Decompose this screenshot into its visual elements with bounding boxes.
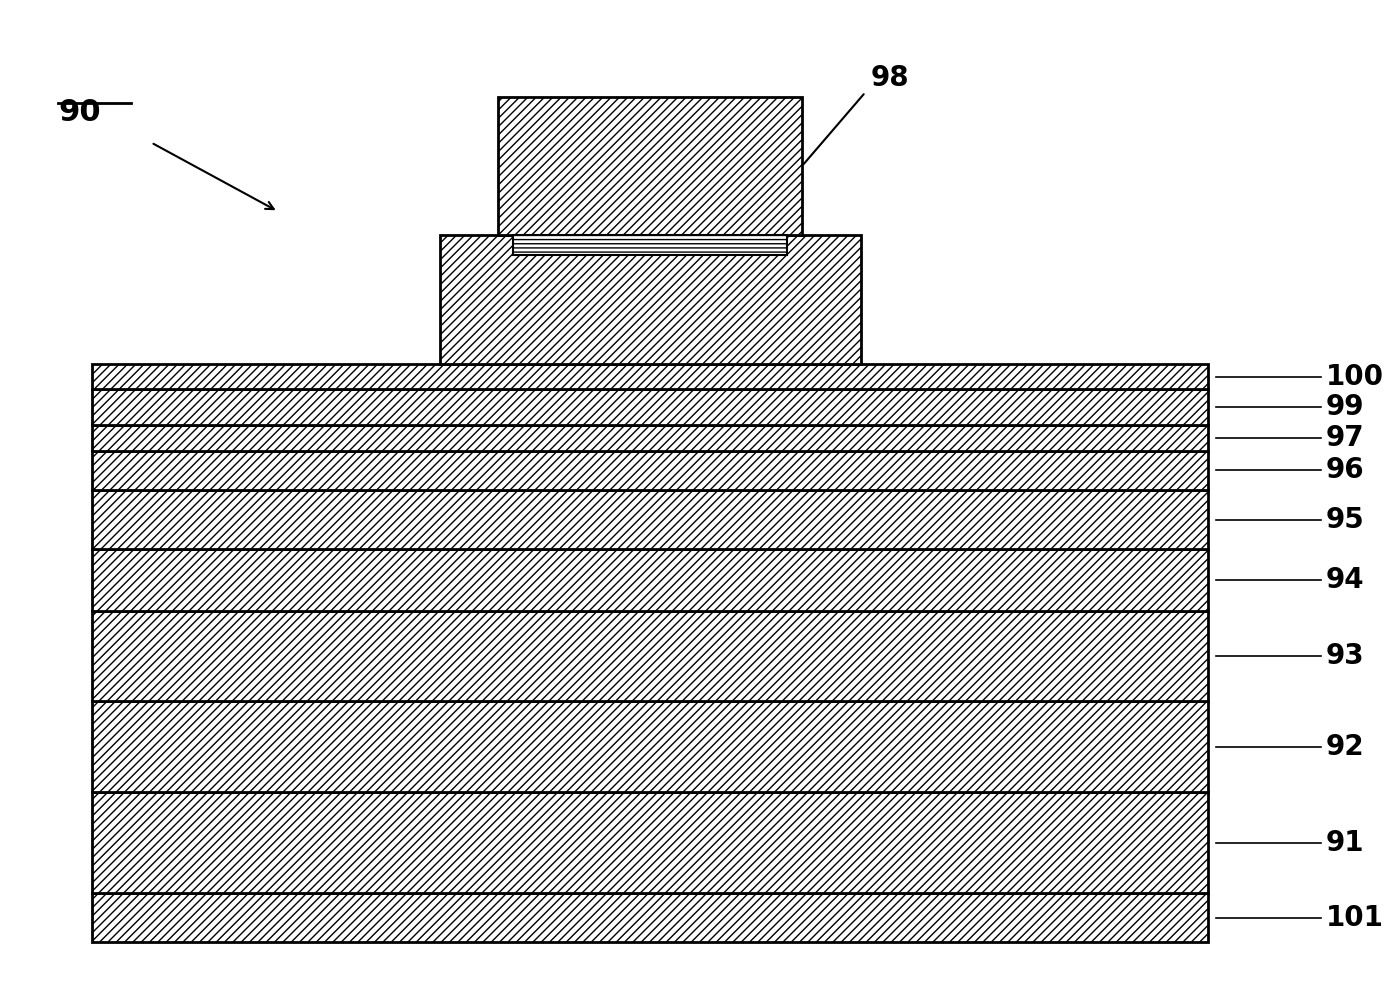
Bar: [92, 893, 1208, 942]
Text: 101: 101: [1325, 903, 1384, 932]
Bar: [92, 701, 1208, 793]
Bar: [440, 235, 861, 364]
Text: 94: 94: [1325, 566, 1364, 594]
Bar: [92, 793, 1208, 893]
Bar: [92, 490, 1208, 550]
Text: 91: 91: [1325, 829, 1364, 857]
Text: 100: 100: [1325, 363, 1384, 390]
Text: 90: 90: [57, 98, 101, 127]
Text: 98: 98: [871, 64, 909, 92]
Text: 97: 97: [1325, 423, 1364, 452]
Bar: [92, 389, 1208, 425]
Text: 93: 93: [1325, 642, 1364, 670]
Bar: [92, 425, 1208, 450]
Text: 92: 92: [1325, 733, 1364, 761]
Bar: [92, 611, 1208, 701]
Bar: [92, 550, 1208, 611]
Text: 95: 95: [1325, 506, 1364, 534]
Bar: [92, 450, 1208, 490]
Bar: [92, 364, 1208, 389]
Text: 96: 96: [1325, 456, 1364, 484]
Bar: [499, 97, 802, 235]
Bar: [513, 235, 787, 255]
Text: 99: 99: [1325, 393, 1364, 421]
